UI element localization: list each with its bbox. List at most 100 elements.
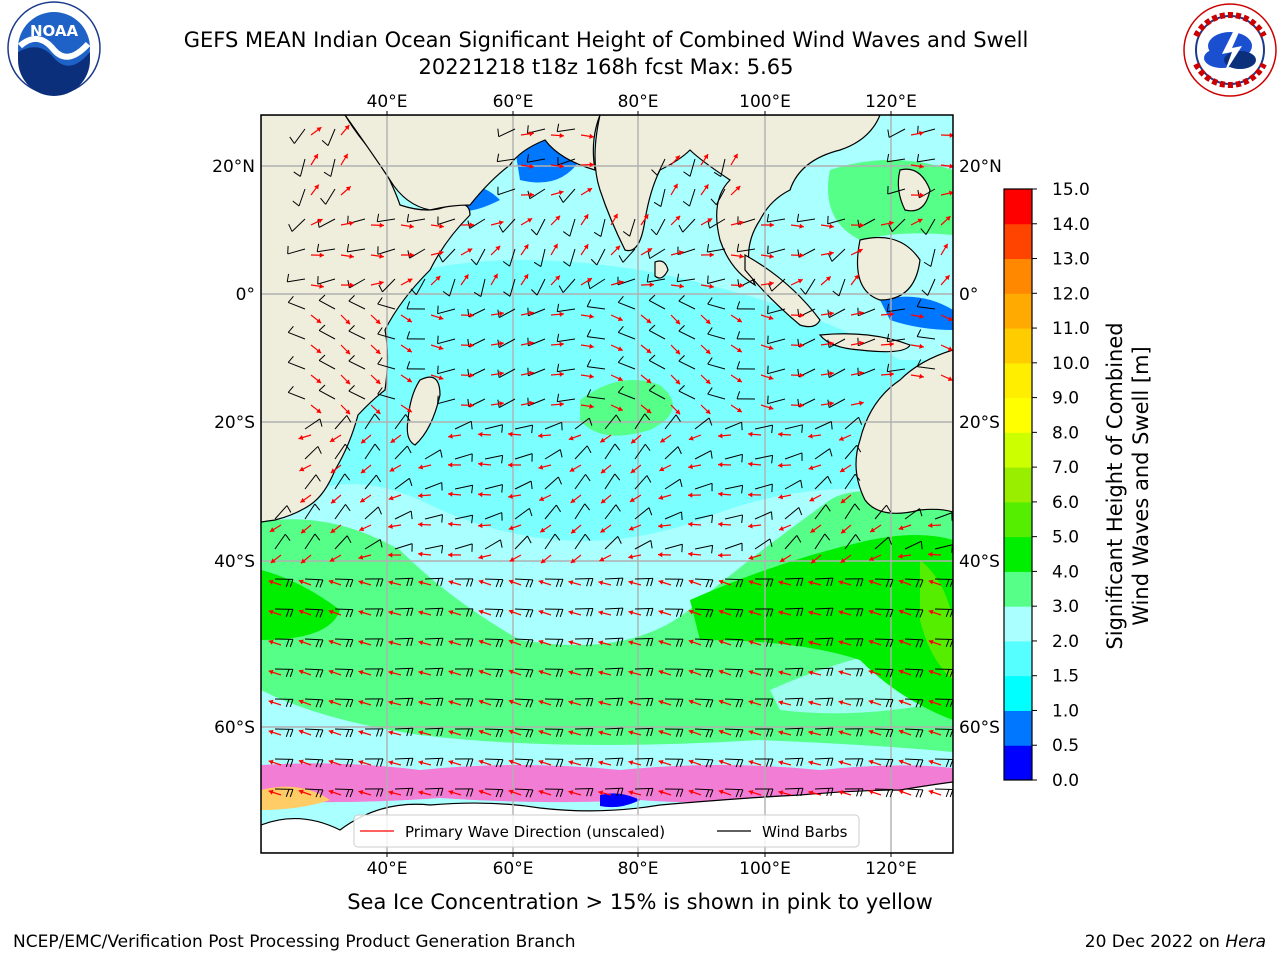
wind-barb (454, 728, 474, 737)
wind-barb (556, 363, 576, 373)
wave-direction-arrow (628, 700, 642, 706)
wave-direction-arrow (477, 491, 492, 498)
wind-barb (634, 507, 653, 520)
wind-barb (814, 607, 834, 617)
wave-direction-arrow (400, 374, 413, 383)
wave-direction-arrow (730, 253, 744, 259)
sea-ice-caption: Sea Ice Concentration > 15% is shown in … (347, 890, 933, 914)
wind-barb (604, 536, 622, 550)
wind-barb (318, 384, 336, 400)
wind-barb (874, 536, 893, 550)
wave-direction-arrow (820, 371, 834, 377)
wind-barb (676, 273, 696, 283)
wave-direction-arrow (718, 759, 732, 766)
wave-direction-arrow (298, 609, 312, 616)
wave-direction-arrow (298, 669, 312, 676)
wave-direction-arrow (610, 314, 624, 321)
wave-direction-arrow (447, 491, 462, 497)
wave-direction-arrow (310, 252, 325, 258)
wave-direction-arrow (658, 523, 672, 529)
wind-barb (844, 638, 864, 647)
wind-barb (347, 278, 366, 289)
wind-barb (544, 533, 561, 550)
wind-barb (844, 416, 863, 430)
wave-direction-arrow (760, 314, 774, 321)
wind-barb (724, 608, 744, 618)
wave-direction-arrow (718, 699, 732, 706)
wave-direction-arrow (748, 461, 762, 467)
wave-direction-arrow (928, 609, 942, 616)
wind-barb (622, 218, 636, 237)
colorbar-tick-label: 3.0 (1052, 597, 1079, 617)
wave-direction-arrow (417, 521, 432, 528)
wave-direction-arrow (748, 669, 762, 676)
wind-barb (556, 333, 576, 343)
wind-barb (394, 607, 414, 617)
wave-direction-arrow (430, 344, 444, 351)
wind-barb (544, 608, 564, 618)
wind-barb (604, 757, 624, 767)
wave-direction-arrow (268, 699, 282, 706)
wind-barb (814, 448, 833, 460)
wave-direction-arrow (700, 252, 715, 258)
wind-barb (304, 638, 324, 648)
wave-direction-arrow (598, 790, 612, 796)
wind-barb (916, 299, 936, 310)
wave-direction-arrow (730, 314, 743, 323)
wind-barb (664, 414, 681, 430)
wind-barb (394, 637, 414, 647)
wave-direction-arrow (520, 340, 534, 346)
wind-barb (634, 607, 654, 617)
wind-barb (334, 504, 351, 520)
wave-direction-arrow (570, 524, 582, 534)
wind-barb (484, 539, 503, 550)
wind-barb (304, 533, 321, 550)
wind-barb (664, 543, 683, 553)
wave-direction-arrow (448, 580, 462, 586)
wave-direction-arrow (700, 283, 714, 289)
wave-direction-arrow (340, 404, 351, 415)
colorbar-tick-label: 0.0 (1052, 771, 1079, 791)
wave-direction-arrow (898, 669, 912, 676)
wind-barb (724, 638, 744, 648)
wave-direction-arrow (388, 494, 402, 501)
wave-direction-arrow (808, 464, 822, 471)
lat-tick-label-left: 60°S (214, 718, 255, 738)
wind-barb (364, 506, 382, 520)
wave-direction-layer (268, 124, 953, 796)
wind-barb (454, 788, 474, 797)
wave-direction-arrow (838, 640, 852, 646)
wind-barb (424, 607, 444, 617)
wind-barb (293, 158, 306, 177)
colorbar-segment (1004, 328, 1032, 364)
wave-direction-arrow (898, 729, 912, 736)
wave-direction-arrow (388, 610, 402, 616)
wave-direction-arrow (268, 759, 282, 766)
wind-barb (574, 788, 594, 797)
wind-barb (454, 608, 474, 617)
wind-barb (767, 395, 786, 405)
wave-direction-arrow (670, 283, 684, 289)
wind-barb (617, 296, 636, 310)
wind-barb (586, 329, 606, 340)
wave-direction-arrow (898, 759, 912, 766)
wave-direction-arrow (610, 280, 624, 286)
wave-direction-arrow (538, 759, 552, 766)
wave-direction-arrow (748, 579, 762, 586)
wind-barb (574, 698, 594, 707)
wind-barb (767, 335, 786, 345)
wind-barb (784, 577, 804, 587)
wave-direction-arrow (820, 401, 834, 407)
wave-direction-arrow (418, 551, 432, 557)
wave-direction-arrow (268, 729, 282, 736)
wave-direction-arrow (628, 580, 642, 586)
wind-barb (904, 788, 924, 798)
wave-direction-arrow (700, 404, 711, 415)
wave-direction-arrow (370, 253, 384, 259)
legend-barb-label: Wind Barbs (762, 823, 848, 841)
wind-barb (424, 482, 443, 491)
wave-direction-arrow (360, 464, 372, 474)
wave-direction-arrow (328, 699, 342, 706)
legend-box (353, 814, 860, 848)
wind-barb (334, 728, 354, 738)
